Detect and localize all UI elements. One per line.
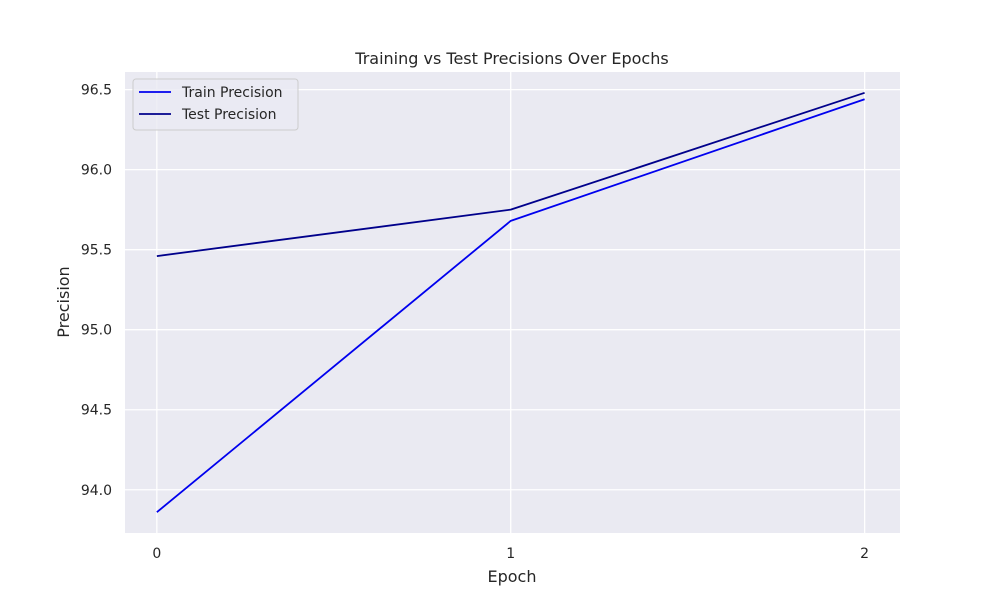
y-axis-label: Precision bbox=[54, 266, 73, 337]
plot-area bbox=[125, 72, 900, 533]
y-tick-label: 94.5 bbox=[81, 403, 112, 419]
series-line-test bbox=[156, 91, 865, 257]
x-tick-label: 0 bbox=[152, 546, 161, 562]
y-tick-label: 96.0 bbox=[81, 163, 112, 179]
series-line-train bbox=[156, 98, 865, 513]
y-tick-label: 96.5 bbox=[81, 83, 112, 99]
legend-box bbox=[132, 78, 299, 131]
legend-label-train: Train Precision bbox=[181, 85, 283, 101]
legend-label-test: Test Precision bbox=[181, 107, 277, 123]
legend: Train Precision Test Precision bbox=[132, 78, 299, 131]
y-tick-label: 94.0 bbox=[81, 483, 112, 499]
chart-title: Training vs Test Precisions Over Epochs bbox=[354, 49, 668, 68]
y-tick-label: 95.5 bbox=[81, 243, 112, 259]
x-tick-label: 1 bbox=[506, 546, 515, 562]
y-tick-label: 95.0 bbox=[81, 323, 112, 339]
x-tick-label: 2 bbox=[860, 546, 869, 562]
series-lines bbox=[156, 91, 865, 513]
tick-labels: 94.0 94.5 95.0 95.5 96.0 96.5 0 1 2 bbox=[81, 83, 869, 562]
x-axis-label: Epoch bbox=[488, 567, 537, 586]
